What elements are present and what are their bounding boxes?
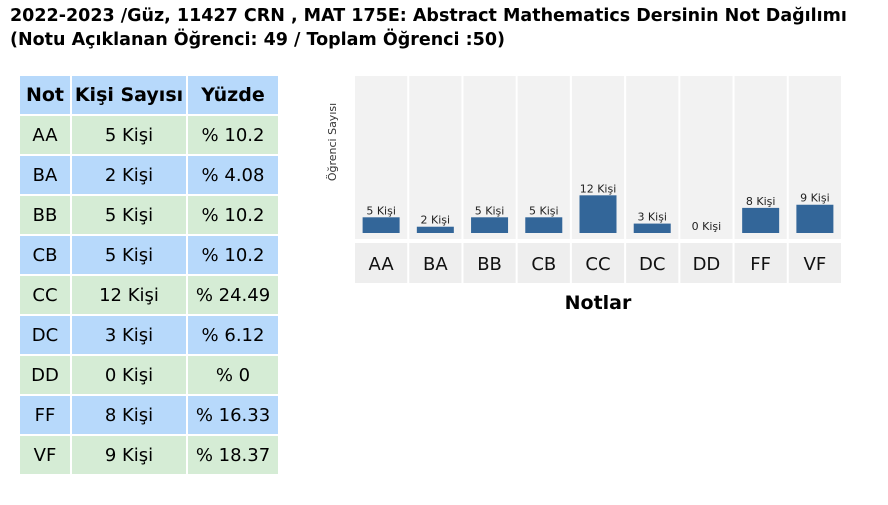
category-cell xyxy=(463,243,516,283)
header-grade: Not xyxy=(20,76,70,114)
count-cell: 9 Kişi xyxy=(72,436,186,474)
table-row: CB 5 Kişi % 10.2 xyxy=(20,236,278,274)
data-label: 2 Kişi xyxy=(421,214,451,227)
table-row: DD 0 Kişi % 0 xyxy=(20,356,278,394)
x-axis-title: Notlar xyxy=(564,292,632,314)
count-cell: 5 Kişi xyxy=(72,196,186,234)
count-cell: 5 Kişi xyxy=(72,236,186,274)
x-tick-label: FF xyxy=(750,254,771,275)
data-label: 5 Kişi xyxy=(475,204,505,217)
percent-cell: % 16.33 xyxy=(188,396,278,434)
data-label: 0 Kişi xyxy=(692,220,722,233)
x-tick-label: DC xyxy=(639,254,665,275)
grade-cell: DC xyxy=(20,316,70,354)
percent-cell: % 0 xyxy=(188,356,278,394)
bar xyxy=(416,226,454,233)
count-cell: 12 Kişi xyxy=(72,276,186,314)
plot-column xyxy=(355,76,408,239)
grade-cell: CC xyxy=(20,276,70,314)
percent-cell: % 10.2 xyxy=(188,116,278,154)
x-tick-label: CC xyxy=(585,254,610,275)
table-row: CC 12 Kişi % 24.49 xyxy=(20,276,278,314)
bar xyxy=(471,217,509,233)
category-cell xyxy=(517,243,570,283)
bar xyxy=(742,207,780,233)
category-cell xyxy=(355,243,408,283)
x-tick-label: VF xyxy=(804,254,827,275)
x-tick-label: AA xyxy=(369,254,395,275)
y-axis-title: Öğrenci Sayısı xyxy=(326,103,339,181)
bar-chart-svg: Öğrenci Sayısı AA 5 Kişi BA 2 Kişi BB 5 Kişi CB… xyxy=(326,76,841,283)
x-tick-label: DD xyxy=(693,254,721,275)
bar xyxy=(362,217,400,233)
count-cell: 2 Kişi xyxy=(72,156,186,194)
header-percent: Yüzde xyxy=(188,76,278,114)
percent-cell: % 10.2 xyxy=(188,236,278,274)
count-cell: 0 Kişi xyxy=(72,356,186,394)
x-tick-label: BA xyxy=(423,254,448,275)
grade-cell: DD xyxy=(20,356,70,394)
bar xyxy=(633,223,671,233)
page-title: 2022-2023 /Güz, 11427 CRN , MAT 175E: Ab… xyxy=(10,4,886,52)
plot-column xyxy=(409,76,462,239)
count-cell: 8 Kişi xyxy=(72,396,186,434)
grade-cell: FF xyxy=(20,396,70,434)
grade-cell: CB xyxy=(20,236,70,274)
grade-cell: VF xyxy=(20,436,70,474)
count-cell: 5 Kişi xyxy=(72,116,186,154)
percent-cell: % 6.12 xyxy=(188,316,278,354)
bar xyxy=(796,204,834,233)
data-label: 3 Kişi xyxy=(637,211,667,224)
category-cell xyxy=(680,243,733,283)
plot-column xyxy=(680,76,733,239)
plot-column xyxy=(463,76,516,239)
plot-column xyxy=(517,76,570,239)
table-row: BA 2 Kişi % 4.08 xyxy=(20,156,278,194)
category-cell xyxy=(626,243,679,283)
count-cell: 3 Kişi xyxy=(72,316,186,354)
grade-distribution-table: Not Kişi Sayısı Yüzde AA 5 Kişi % 10.2 B… xyxy=(18,74,280,476)
title-line-1: 2022-2023 /Güz, 11427 CRN , MAT 175E: Ab… xyxy=(10,6,847,26)
data-label: 9 Kişi xyxy=(800,192,830,205)
table-row: AA 5 Kişi % 10.2 xyxy=(20,116,278,154)
data-label: 12 Kişi xyxy=(580,182,617,195)
percent-cell: % 24.49 xyxy=(188,276,278,314)
grade-cell: BB xyxy=(20,196,70,234)
table-row: BB 5 Kişi % 10.2 xyxy=(20,196,278,234)
percent-cell: % 10.2 xyxy=(188,196,278,234)
table-row: VF 9 Kişi % 18.37 xyxy=(20,436,278,474)
title-line-2: (Notu Açıklanan Öğrenci: 49 / Toplam Öğr… xyxy=(10,30,505,50)
data-label: 8 Kişi xyxy=(746,195,776,208)
bar xyxy=(525,217,563,233)
table-header-row: Not Kişi Sayısı Yüzde xyxy=(20,76,278,114)
category-cell xyxy=(409,243,462,283)
percent-cell: % 18.37 xyxy=(188,436,278,474)
category-cell xyxy=(571,243,625,283)
grade-cell: BA xyxy=(20,156,70,194)
percent-cell: % 4.08 xyxy=(188,156,278,194)
plot-column xyxy=(626,76,679,239)
x-tick-label: CB xyxy=(531,254,556,275)
x-tick-label: BB xyxy=(477,254,502,275)
header-count: Kişi Sayısı xyxy=(72,76,186,114)
data-label: 5 Kişi xyxy=(366,204,396,217)
bar-chart: Öğrenci Sayısı AA 5 Kişi BA 2 Kişi BB 5 Kişi CB… xyxy=(318,72,858,322)
bar xyxy=(579,195,617,233)
category-cell xyxy=(788,243,841,283)
data-label: 5 Kişi xyxy=(529,204,559,217)
grade-cell: AA xyxy=(20,116,70,154)
table-row: DC 3 Kişi % 6.12 xyxy=(20,316,278,354)
table-row: FF 8 Kişi % 16.33 xyxy=(20,396,278,434)
category-cell xyxy=(734,243,787,283)
